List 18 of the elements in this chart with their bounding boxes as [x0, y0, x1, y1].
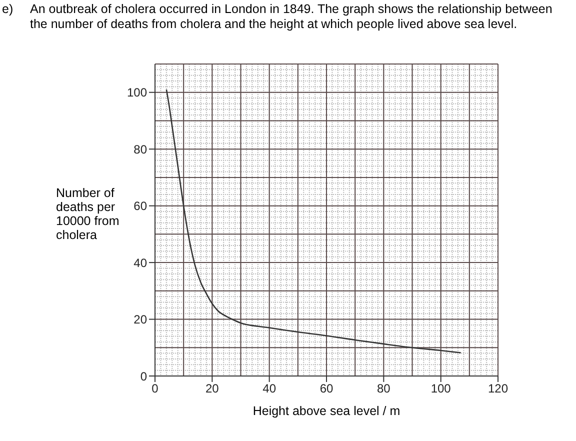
y-tick-label: 80: [134, 142, 148, 156]
text: e): [2, 2, 14, 16]
x-tick-label: 120: [488, 382, 508, 396]
x-axis-title: Height above sea level / m: [252, 404, 402, 418]
x-tick-label: 80: [376, 382, 391, 396]
y-tick-label: 40: [134, 256, 148, 270]
x-tick-label: 100: [430, 382, 452, 396]
y-tick-label: 100: [126, 86, 148, 100]
chart-title: An outbreak of cholera occurred in London in 1849. The graph shows the relationship between the number of deaths from cholera and the height at which people lived above sea level.: [30, 2, 554, 32]
y-tick-label: 20: [134, 312, 148, 327]
y-axis-title: Number of deaths per 10000 from cholera: [56, 186, 120, 242]
x-tick-label: 0: [152, 382, 159, 396]
x-tick-label: 60: [320, 382, 334, 396]
x-tick-label: 20: [205, 382, 220, 396]
y-tick-label: 0: [140, 369, 148, 384]
x-tick-label: 40: [262, 382, 276, 396]
line-series: [166, 88, 462, 354]
y-tick-label: 60: [134, 199, 148, 214]
